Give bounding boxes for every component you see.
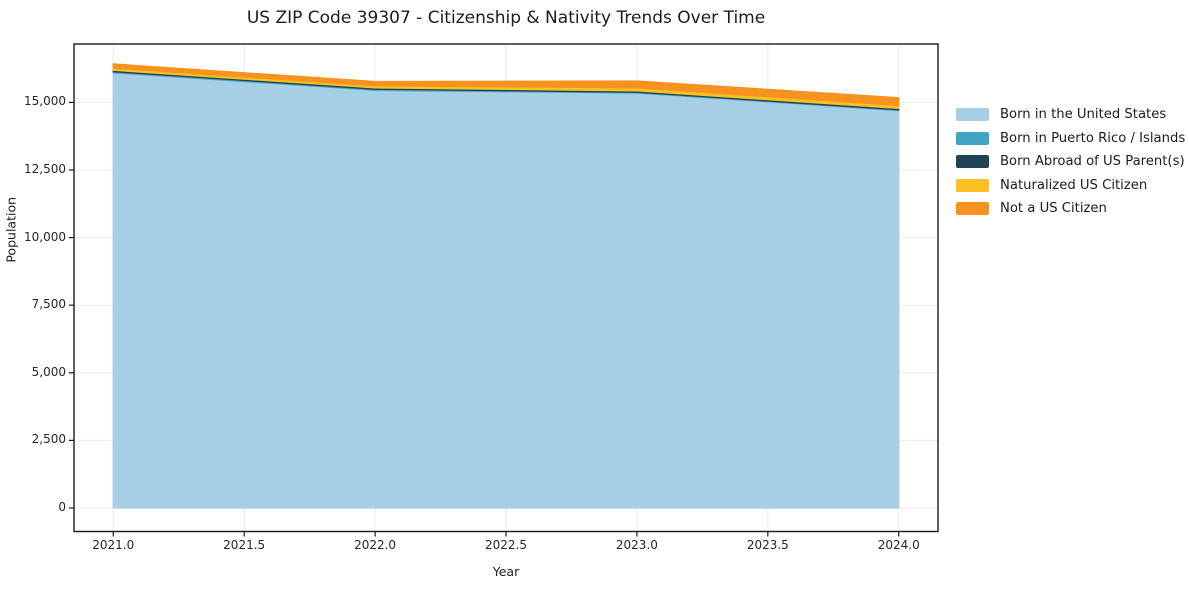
area-series xyxy=(112,63,900,107)
y-tick-label: 10,000 xyxy=(24,229,66,244)
x-tick-label: 2021.5 xyxy=(223,538,266,552)
area-series xyxy=(112,71,900,509)
y-axis-label: Population xyxy=(3,196,19,263)
legend-color-swatch xyxy=(956,202,989,216)
x-tick-label: 2021.0 xyxy=(92,538,135,552)
y-tick-label: 15,000 xyxy=(24,94,66,109)
legend-color-swatch xyxy=(956,155,989,169)
x-axis-label: Year xyxy=(492,564,520,579)
legend-label: Naturalized US Citizen xyxy=(1000,177,1148,193)
x-tick-label: 2023.5 xyxy=(746,538,789,552)
legend-item: Born in the United States xyxy=(956,103,1185,127)
y-tick-label: 0 xyxy=(58,499,66,514)
legend-item: Naturalized US Citizen xyxy=(956,174,1185,198)
plot-border xyxy=(73,43,939,533)
legend-label: Born in Puerto Rico / Islands xyxy=(1000,130,1186,146)
x-tick-label: 2024.0 xyxy=(877,538,920,552)
legend-label: Not a US Citizen xyxy=(1000,201,1107,217)
legend-color-swatch xyxy=(956,108,989,122)
x-tick-label: 2023.0 xyxy=(615,538,658,552)
legend-item: Not a US Citizen xyxy=(956,197,1185,221)
legend-color-swatch xyxy=(956,178,989,192)
x-tick-label: 2022.5 xyxy=(485,538,527,552)
legend-item: Born in Puerto Rico / Islands xyxy=(956,127,1185,151)
y-tick-label: 2,500 xyxy=(31,432,66,447)
y-tick-label: 7,500 xyxy=(31,297,66,312)
x-tick-label: 2022.0 xyxy=(354,538,397,552)
y-tick-label: 5,000 xyxy=(31,364,66,379)
chart-title: US ZIP Code 39307 - Citizenship & Nativi… xyxy=(246,8,766,28)
legend-label: Born in the United States xyxy=(1000,107,1167,123)
legend-label: Born Abroad of US Parent(s) xyxy=(1000,154,1185,170)
legend-item: Born Abroad of US Parent(s) xyxy=(956,150,1185,174)
legend: Born in the United States Born in Puerto … xyxy=(956,103,1185,221)
legend-color-swatch xyxy=(956,131,989,145)
y-tick-label: 12,500 xyxy=(24,161,66,176)
